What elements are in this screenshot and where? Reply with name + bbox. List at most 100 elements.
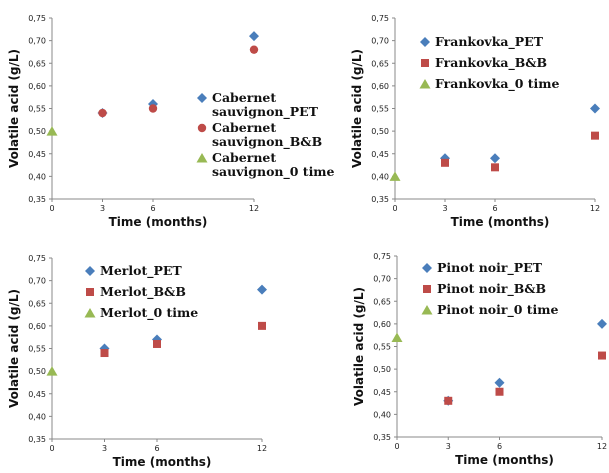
data-point-frankovka-b-b bbox=[441, 158, 449, 167]
x-tick-label: 0 bbox=[49, 444, 54, 453]
y-tick-label: 0,55 bbox=[28, 105, 46, 114]
legend-marker-merlot-b-b bbox=[86, 288, 94, 296]
y-tick-label: 0,65 bbox=[28, 299, 46, 308]
y-tick-label: 0,35 bbox=[373, 433, 391, 442]
x-tick-label: 3 bbox=[446, 442, 451, 451]
y-axis-title: Volatile acid (g/L) bbox=[352, 287, 366, 406]
y-tick-label: 0,75 bbox=[28, 254, 46, 263]
x-tick-label: 3 bbox=[102, 444, 107, 453]
data-point-frankovka-0-time bbox=[389, 171, 401, 181]
x-tick-label: 12 bbox=[249, 204, 259, 213]
legend-label: Merlot_0 time bbox=[100, 305, 198, 321]
legend-label: Frankovka_PET bbox=[435, 34, 544, 50]
legend-marker-pinot-noir-pet bbox=[422, 263, 432, 273]
data-point-cabernet-sauvignon-0-time bbox=[46, 126, 58, 136]
y-tick-label: 0,45 bbox=[28, 390, 46, 399]
y-tick-label: 0,70 bbox=[371, 37, 389, 46]
y-tick-label: 0,35 bbox=[28, 435, 46, 444]
data-point-pinot-noir-b-b bbox=[444, 396, 453, 405]
y-tick-label: 0,50 bbox=[28, 127, 46, 136]
legend-label: Cabernet sauvignon_B&B bbox=[212, 120, 322, 150]
y-tick-label: 0,60 bbox=[28, 82, 46, 91]
data-point-merlot-0-time bbox=[46, 366, 58, 376]
data-point-merlot-b-b bbox=[258, 321, 266, 330]
x-tick-label: 6 bbox=[154, 444, 159, 453]
data-point-cabernet-sauvignon-b-b bbox=[249, 45, 259, 54]
data-point-pinot-noir-b-b bbox=[495, 387, 504, 396]
data-point-cabernet-sauvignon-b-b bbox=[148, 104, 158, 113]
y-tick-label: 0,55 bbox=[371, 105, 389, 114]
x-tick-label: 0 bbox=[394, 442, 399, 451]
y-tick-label: 0,40 bbox=[28, 172, 46, 181]
data-point-pinot-noir-pet bbox=[597, 318, 607, 329]
y-axis-title: Volatile acid (g/L) bbox=[7, 289, 21, 408]
x-tick-label: 0 bbox=[392, 204, 397, 213]
y-tick-label: 0,40 bbox=[373, 410, 391, 419]
y-tick-label: 0,35 bbox=[28, 195, 46, 204]
y-tick-label: 0,40 bbox=[28, 412, 46, 421]
legend-marker-cabernet-sauvignon-0-time bbox=[196, 153, 208, 163]
y-tick-label: 0,60 bbox=[28, 322, 46, 331]
legend-label: Cabernet sauvignon_0 time bbox=[212, 150, 335, 180]
x-tick-label: 12 bbox=[597, 442, 607, 451]
legend-marker-cabernet-sauvignon-pet bbox=[197, 93, 207, 103]
legend-marker-cabernet-sauvignon-b-b bbox=[197, 123, 207, 133]
x-tick-label: 12 bbox=[590, 204, 600, 213]
legend-marker-pinot-noir-0-time bbox=[421, 305, 433, 315]
chart-panel-2: 0,35 0,40 0,45 0,50 0,55 0,60 0,65 0,70 0,75 0 3 6 1… bbox=[350, 14, 600, 229]
y-tick-label: 0,75 bbox=[371, 14, 389, 23]
legend-marker-merlot-0-time bbox=[84, 308, 96, 318]
y-tick-label: 0,75 bbox=[373, 252, 391, 261]
x-tick-label: 3 bbox=[100, 204, 105, 213]
legend-label: Pinot noir_PET bbox=[437, 260, 543, 276]
x-tick-label: 3 bbox=[442, 204, 447, 213]
data-point-cabernet-sauvignon-pet bbox=[249, 31, 259, 42]
data-point-pinot-noir-0-time bbox=[391, 332, 403, 342]
legend-label: Frankovka_B&B bbox=[435, 55, 547, 71]
y-tick-label: 0,50 bbox=[371, 127, 389, 136]
y-axis-title: Volatile acid (g/L) bbox=[7, 49, 21, 168]
y-tick-label: 0,65 bbox=[373, 297, 391, 306]
x-axis-title: Time (months) bbox=[451, 215, 550, 229]
y-tick-label: 0,50 bbox=[28, 367, 46, 376]
legend-marker-merlot-pet bbox=[85, 266, 95, 276]
x-axis-title: Time (months) bbox=[113, 455, 212, 469]
legend-label: Frankovka_0 time bbox=[435, 76, 559, 92]
legend-label: Pinot noir_0 time bbox=[437, 302, 559, 318]
x-tick-label: 0 bbox=[49, 204, 54, 213]
x-axis-title: Time (months) bbox=[455, 453, 554, 467]
data-point-merlot-pet bbox=[257, 284, 267, 295]
data-point-frankovka-b-b bbox=[591, 131, 599, 140]
legend-label: Merlot_B&B bbox=[100, 284, 186, 300]
legend: Merlot_PET Merlot_B&B Merlot_0 time bbox=[84, 263, 198, 321]
legend: Pinot noir_PET Pinot noir_B&B Pinot noir_0… bbox=[421, 260, 559, 318]
y-tick-label: 0,45 bbox=[373, 388, 391, 397]
data-point-pinot-noir-pet bbox=[494, 377, 505, 388]
y-tick-label: 0,65 bbox=[371, 59, 389, 68]
data-point-merlot-b-b bbox=[153, 339, 161, 348]
legend-marker-frankovka-b-b bbox=[421, 59, 429, 67]
data-point-merlot-b-b bbox=[100, 349, 109, 358]
x-tick-label: 6 bbox=[492, 204, 497, 213]
legend-marker-pinot-noir-b-b bbox=[423, 285, 431, 293]
y-tick-label: 0,60 bbox=[373, 320, 391, 329]
y-tick-label: 0,70 bbox=[28, 277, 46, 286]
y-tick-label: 0,75 bbox=[28, 14, 46, 23]
y-tick-label: 0,45 bbox=[371, 150, 389, 159]
x-tick-label: 6 bbox=[150, 204, 155, 213]
legend: Frankovka_PET Frankovka_B&B Frankovka_0 ti… bbox=[419, 34, 559, 92]
y-tick-label: 0,60 bbox=[371, 82, 389, 91]
y-tick-label: 0,70 bbox=[28, 37, 46, 46]
chart-panel-1: 0,35 0,40 0,45 0,50 0,55 0,60 0,65 0,70 0,75 0 3 6 1… bbox=[7, 14, 335, 229]
y-tick-label: 0,55 bbox=[28, 345, 46, 354]
y-tick-label: 0,55 bbox=[373, 343, 391, 352]
x-tick-label: 12 bbox=[257, 444, 267, 453]
y-tick-label: 0,35 bbox=[371, 195, 389, 204]
y-tick-label: 0,45 bbox=[28, 150, 46, 159]
data-point-frankovka-pet bbox=[590, 103, 600, 114]
y-tick-label: 0,50 bbox=[373, 365, 391, 374]
legend-label: Cabernet sauvignon_PET bbox=[212, 90, 319, 120]
data-point-frankovka-b-b bbox=[491, 163, 499, 172]
